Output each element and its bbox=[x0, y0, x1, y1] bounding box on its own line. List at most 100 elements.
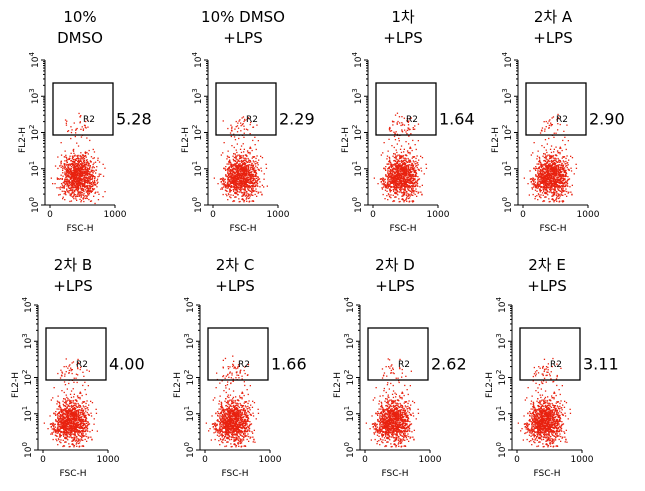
dot bbox=[77, 188, 79, 190]
dot bbox=[232, 171, 234, 174]
dot bbox=[408, 185, 411, 187]
dot bbox=[551, 183, 553, 185]
dot bbox=[231, 184, 233, 187]
dot bbox=[71, 192, 73, 194]
dot bbox=[393, 183, 395, 186]
dot bbox=[386, 190, 388, 192]
dot bbox=[66, 164, 68, 166]
dot bbox=[79, 172, 82, 174]
dot bbox=[94, 183, 96, 185]
dot bbox=[386, 155, 389, 157]
dot bbox=[537, 186, 539, 188]
dot bbox=[557, 129, 559, 131]
dot bbox=[561, 189, 563, 192]
dot bbox=[235, 191, 237, 194]
dot bbox=[388, 129, 391, 131]
dot bbox=[246, 195, 248, 197]
dot bbox=[249, 167, 251, 169]
dot bbox=[556, 180, 558, 182]
dot bbox=[404, 186, 406, 188]
dot bbox=[73, 187, 75, 189]
dot bbox=[401, 186, 403, 189]
dot bbox=[253, 179, 255, 181]
dot bbox=[241, 159, 243, 162]
dot bbox=[383, 142, 385, 144]
dot bbox=[411, 157, 413, 159]
dot bbox=[402, 157, 405, 159]
dot bbox=[534, 185, 536, 187]
dot bbox=[71, 160, 74, 163]
dot bbox=[556, 161, 559, 163]
dot bbox=[236, 131, 239, 133]
dot bbox=[79, 168, 81, 170]
dot bbox=[409, 146, 411, 148]
dot bbox=[82, 128, 85, 130]
dot bbox=[63, 187, 65, 189]
dot bbox=[399, 179, 401, 181]
dot bbox=[67, 130, 69, 133]
dot bbox=[89, 166, 91, 168]
dot bbox=[400, 165, 402, 167]
dot bbox=[236, 166, 238, 168]
dot bbox=[251, 187, 253, 190]
dot bbox=[397, 166, 399, 168]
dot bbox=[86, 174, 88, 176]
dot bbox=[227, 167, 230, 169]
dot bbox=[229, 183, 231, 185]
dot bbox=[245, 180, 247, 182]
dot bbox=[73, 180, 76, 183]
dot bbox=[68, 180, 71, 182]
dot bbox=[64, 183, 66, 185]
dot bbox=[66, 185, 68, 187]
dot bbox=[87, 178, 89, 180]
dot bbox=[240, 176, 243, 178]
dot bbox=[92, 163, 94, 166]
panel-title: 2차 A bbox=[534, 8, 573, 26]
dot bbox=[391, 180, 393, 182]
dot bbox=[532, 180, 535, 182]
dot bbox=[71, 155, 74, 157]
gate-label: R2 bbox=[556, 115, 568, 125]
dot bbox=[538, 163, 540, 165]
dot bbox=[405, 198, 407, 200]
dot bbox=[415, 175, 417, 177]
dot bbox=[224, 186, 227, 188]
dot bbox=[56, 413, 58, 416]
dot bbox=[410, 165, 412, 167]
dot bbox=[73, 155, 75, 157]
dot bbox=[230, 197, 232, 199]
dot bbox=[71, 172, 73, 174]
dot bbox=[407, 186, 409, 189]
dot bbox=[74, 177, 76, 179]
dot bbox=[82, 171, 84, 173]
dot bbox=[550, 145, 553, 147]
dot bbox=[65, 169, 68, 171]
dot bbox=[222, 186, 225, 188]
dot bbox=[396, 171, 398, 173]
dot bbox=[564, 136, 566, 138]
dot bbox=[66, 157, 68, 159]
dot bbox=[226, 190, 228, 192]
dot bbox=[405, 162, 407, 164]
dot bbox=[557, 181, 560, 183]
dot bbox=[545, 158, 547, 160]
dot bbox=[95, 191, 97, 193]
dot bbox=[88, 176, 90, 178]
dot bbox=[388, 128, 391, 130]
dot bbox=[394, 184, 397, 186]
dot bbox=[80, 159, 82, 162]
dot bbox=[234, 178, 236, 180]
dot bbox=[90, 191, 92, 193]
dot bbox=[76, 400, 78, 403]
dot bbox=[88, 149, 90, 152]
dot bbox=[543, 200, 545, 202]
dot bbox=[397, 172, 399, 174]
dot bbox=[89, 183, 91, 185]
dot bbox=[97, 181, 99, 183]
dot bbox=[234, 128, 236, 130]
dot bbox=[256, 162, 258, 164]
dot bbox=[383, 182, 385, 184]
dot bbox=[395, 170, 397, 173]
dot bbox=[247, 165, 250, 167]
dot bbox=[240, 164, 242, 166]
